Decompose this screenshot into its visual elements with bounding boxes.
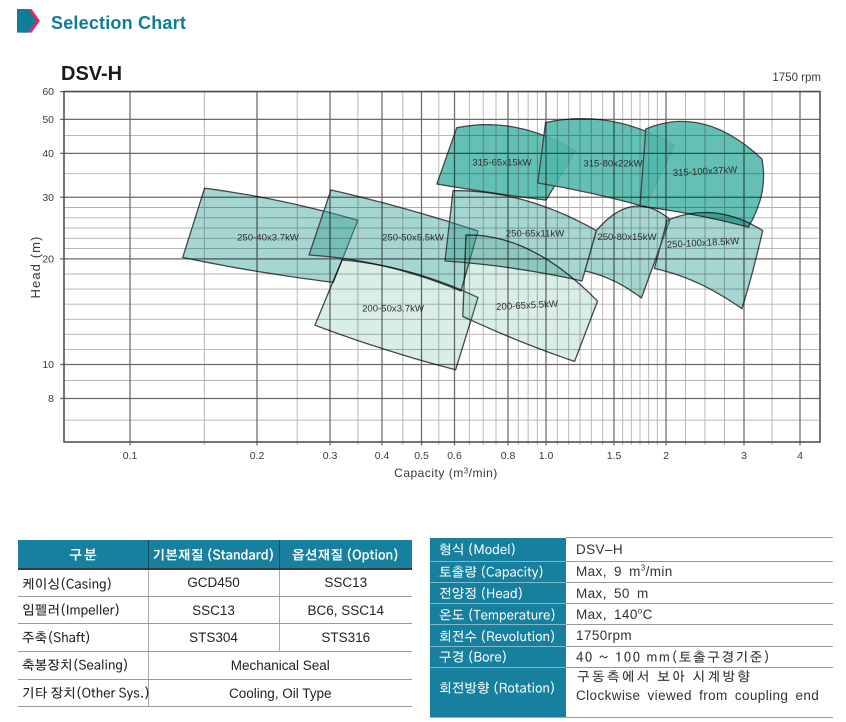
svg-text:4: 4 [797,450,803,462]
svg-text:1750 rpm: 1750 rpm [772,72,821,84]
svg-text:250-65x11kW: 250-65x11kW [506,228,565,239]
svg-text:0.5: 0.5 [414,450,429,462]
svg-text:Capacity (m3/min): Capacity (m3/min) [394,466,498,480]
svg-text:1.0: 1.0 [539,450,554,462]
svg-text:250-40x3.7kW: 250-40x3.7kW [237,232,300,243]
svg-text:30: 30 [42,192,54,204]
svg-text:1.5: 1.5 [607,450,622,462]
svg-text:50: 50 [42,114,54,126]
svg-text:315-80x22kW: 315-80x22kW [583,158,643,169]
svg-text:40: 40 [42,148,54,160]
svg-text:315-65x15kW: 315-65x15kW [472,157,532,168]
svg-text:0.3: 0.3 [323,450,338,462]
svg-text:200-50x3.7kW: 200-50x3.7kW [362,303,425,314]
svg-text:0.4: 0.4 [375,450,390,462]
svg-text:250-80x15kW: 250-80x15kW [597,232,657,243]
svg-text:8: 8 [48,393,54,405]
svg-text:Head (m): Head (m) [28,236,43,299]
svg-text:250-100x18.5kW: 250-100x18.5kW [667,236,741,251]
svg-text:315-100x37kW: 315-100x37kW [673,165,739,179]
svg-text:200-65x5.5kW: 200-65x5.5kW [496,299,559,313]
svg-text:3: 3 [741,450,747,462]
svg-text:2: 2 [663,450,669,462]
svg-text:0.6: 0.6 [447,450,462,462]
svg-text:20: 20 [42,254,54,266]
svg-text:0.2: 0.2 [250,450,265,462]
svg-text:250-50x5.5kW: 250-50x5.5kW [382,232,445,243]
svg-text:60: 60 [42,86,54,98]
svg-text:DSV-H: DSV-H [61,63,122,85]
svg-text:0.1: 0.1 [123,450,138,462]
svg-text:10: 10 [42,359,54,371]
svg-text:0.8: 0.8 [501,450,516,462]
